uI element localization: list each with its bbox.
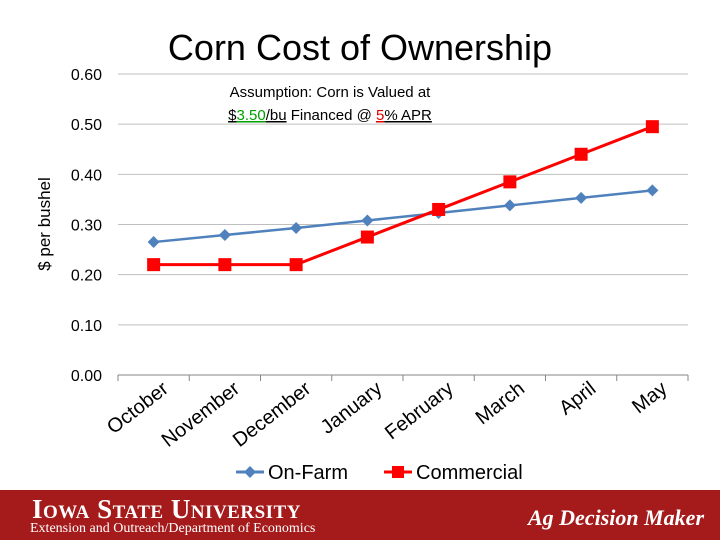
series-line-on-farm — [153, 189, 653, 244]
data-point — [147, 236, 160, 249]
y-tick-labels: 0.00 0.10 0.20 0.30 0.40 0.50 0.60 — [71, 67, 102, 385]
subtitle-price-suffix: /bu — [266, 107, 287, 124]
y-tick-label: 0.00 — [71, 368, 102, 385]
data-point — [360, 230, 374, 244]
data-point — [575, 191, 588, 204]
x-tick-label: May — [628, 378, 671, 419]
data-point — [645, 120, 659, 134]
chart-title: Corn Cost of Ownership — [168, 27, 552, 68]
data-point — [147, 258, 161, 272]
data-point — [218, 229, 231, 242]
data-point — [503, 175, 517, 189]
y-tick-label: 0.50 — [71, 117, 102, 134]
x-tick-label: March — [472, 378, 529, 430]
data-point — [218, 258, 232, 272]
university-name: Iowa State University — [32, 494, 301, 524]
gridlines — [117, 73, 689, 381]
subtitle-price: 3.50 — [236, 107, 265, 124]
subtitle-rate-suffix: % APR — [384, 107, 432, 124]
legend-marker — [392, 466, 404, 478]
data-point — [290, 222, 303, 235]
data-point — [361, 214, 374, 227]
y-tick-label: 0.20 — [71, 268, 102, 285]
subtitle-rate: 5 — [376, 107, 384, 124]
chart-subtitle-line1: Assumption: Corn is Valued at — [230, 84, 431, 101]
y-tick-label: 0.60 — [71, 67, 102, 84]
brand-logo: Ag Decision Maker — [528, 505, 704, 530]
data-point — [289, 258, 303, 272]
data-point — [646, 184, 659, 197]
line-chart: Corn Cost of Ownership Assumption: Corn … — [35, 27, 689, 484]
series-line-commercial — [153, 125, 653, 267]
legend-label: Commercial — [416, 462, 523, 484]
x-tick-label: November — [158, 377, 245, 451]
subtitle-price-prefix: $ — [228, 107, 237, 124]
legend-marker — [244, 466, 256, 478]
footer-bar: Iowa State University Extension and Outr… — [0, 490, 720, 540]
y-axis-label: $ per bushel — [35, 177, 54, 271]
x-tick-label: April — [555, 378, 600, 420]
department-name: Extension and Outreach/Department of Eco… — [30, 521, 316, 536]
y-tick-label: 0.30 — [71, 218, 102, 235]
legend-label: On-Farm — [268, 462, 348, 484]
x-tick-label: February — [381, 378, 458, 445]
data-point — [574, 147, 588, 161]
x-tick-label: December — [229, 377, 316, 451]
series-group — [147, 120, 659, 272]
legend: On-Farm Commercial — [236, 462, 523, 484]
data-point — [432, 202, 446, 216]
data-point — [503, 199, 516, 212]
y-tick-label: 0.10 — [71, 318, 102, 335]
x-tick-label: January — [317, 378, 387, 439]
chart-subtitle-line2: $3.50/bu Financed @ 5% APR — [228, 107, 432, 124]
y-tick-label: 0.40 — [71, 167, 102, 184]
subtitle-middle: Financed @ — [287, 107, 376, 124]
